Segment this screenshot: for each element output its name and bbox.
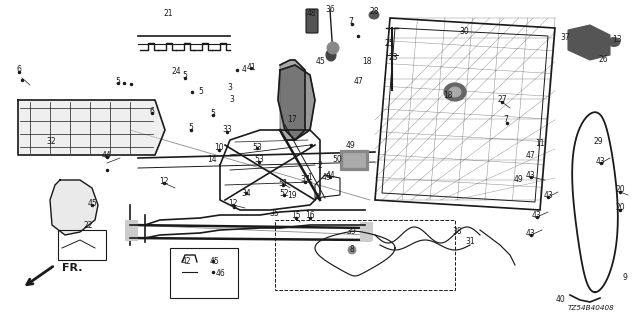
Text: 8: 8 — [349, 244, 355, 253]
Text: FR.: FR. — [62, 263, 83, 273]
Text: 19: 19 — [287, 190, 297, 199]
Text: 42: 42 — [181, 258, 191, 267]
Text: 44: 44 — [102, 150, 112, 159]
Text: TZ54B40408: TZ54B40408 — [568, 305, 615, 311]
Polygon shape — [50, 180, 98, 235]
Text: 20: 20 — [615, 185, 625, 194]
Bar — [343, 153, 365, 167]
Polygon shape — [568, 25, 610, 60]
Text: 24: 24 — [171, 68, 181, 76]
Text: 48: 48 — [306, 10, 316, 19]
Text: 4: 4 — [315, 193, 319, 202]
Text: 5: 5 — [116, 77, 120, 86]
Text: 7: 7 — [504, 116, 508, 124]
Text: 43: 43 — [596, 156, 606, 165]
Circle shape — [327, 42, 339, 54]
Circle shape — [348, 246, 356, 254]
Text: 6: 6 — [150, 107, 154, 116]
Text: 5: 5 — [211, 108, 216, 117]
Text: 4: 4 — [241, 66, 246, 75]
Text: 45: 45 — [210, 257, 220, 266]
Bar — [340, 150, 368, 170]
Text: 5: 5 — [189, 124, 193, 132]
Text: 43: 43 — [543, 190, 553, 199]
Text: 53: 53 — [254, 156, 264, 164]
Text: 3: 3 — [230, 95, 234, 105]
Text: 45: 45 — [87, 199, 97, 209]
Text: 16: 16 — [305, 212, 315, 220]
Text: 40: 40 — [555, 294, 565, 303]
Text: 12: 12 — [159, 177, 169, 186]
Text: 35: 35 — [269, 209, 279, 218]
Text: 33: 33 — [222, 125, 232, 134]
Text: 47: 47 — [353, 77, 363, 86]
Bar — [170, 248, 238, 298]
Text: 28: 28 — [369, 7, 379, 17]
Text: 20: 20 — [615, 203, 625, 212]
Text: 43: 43 — [526, 228, 536, 237]
Text: 38: 38 — [452, 228, 462, 236]
Bar — [125, 220, 137, 240]
Text: 46: 46 — [215, 268, 225, 277]
Text: 10: 10 — [214, 143, 224, 153]
Text: 49: 49 — [345, 140, 355, 149]
Text: 53: 53 — [252, 142, 262, 151]
Ellipse shape — [444, 83, 466, 101]
Text: 29: 29 — [593, 137, 603, 146]
Text: 12: 12 — [228, 198, 237, 207]
Text: 23: 23 — [388, 53, 398, 62]
Bar — [360, 222, 372, 240]
Ellipse shape — [608, 37, 620, 46]
Bar — [58, 230, 106, 260]
Text: 36: 36 — [325, 5, 335, 14]
Text: 30: 30 — [459, 28, 469, 36]
Text: 32: 32 — [46, 138, 56, 147]
Text: 26: 26 — [598, 55, 608, 65]
Text: 5: 5 — [182, 71, 188, 81]
Text: 52: 52 — [279, 188, 289, 197]
Text: 37: 37 — [300, 175, 310, 185]
Polygon shape — [278, 65, 315, 140]
Ellipse shape — [369, 11, 379, 19]
Text: 2: 2 — [317, 161, 323, 170]
Polygon shape — [280, 60, 305, 140]
Text: 49: 49 — [514, 175, 524, 185]
Text: 37: 37 — [560, 34, 570, 43]
Text: 6: 6 — [17, 66, 21, 75]
Text: 15: 15 — [291, 212, 301, 220]
Text: 34: 34 — [241, 188, 251, 197]
Text: 43: 43 — [526, 171, 536, 180]
Text: 50: 50 — [332, 156, 342, 164]
Text: 47: 47 — [525, 150, 535, 159]
Text: 17: 17 — [287, 115, 297, 124]
Polygon shape — [18, 100, 165, 155]
Text: 21: 21 — [163, 10, 173, 19]
Text: 49: 49 — [321, 172, 331, 181]
Text: 31: 31 — [465, 236, 475, 245]
Text: 43: 43 — [532, 211, 542, 220]
Text: 7: 7 — [349, 18, 353, 27]
Text: 25: 25 — [384, 38, 394, 47]
Text: 18: 18 — [444, 91, 452, 100]
Text: 11: 11 — [535, 139, 545, 148]
Text: 39: 39 — [346, 228, 356, 236]
Text: 3: 3 — [228, 84, 232, 92]
Text: 51: 51 — [278, 179, 288, 188]
Ellipse shape — [449, 87, 461, 97]
Text: 45: 45 — [315, 58, 325, 67]
Text: 44: 44 — [325, 171, 335, 180]
Text: 22: 22 — [83, 220, 93, 229]
Text: 5: 5 — [198, 87, 204, 97]
Text: 9: 9 — [623, 273, 627, 282]
Text: 1: 1 — [308, 172, 312, 181]
Text: 14: 14 — [207, 156, 217, 164]
Bar — [275, 220, 455, 290]
Text: 13: 13 — [612, 36, 622, 44]
Text: 18: 18 — [362, 58, 372, 67]
Ellipse shape — [326, 49, 336, 61]
Text: 27: 27 — [497, 95, 507, 105]
Text: 41: 41 — [246, 62, 256, 71]
FancyBboxPatch shape — [306, 9, 318, 33]
